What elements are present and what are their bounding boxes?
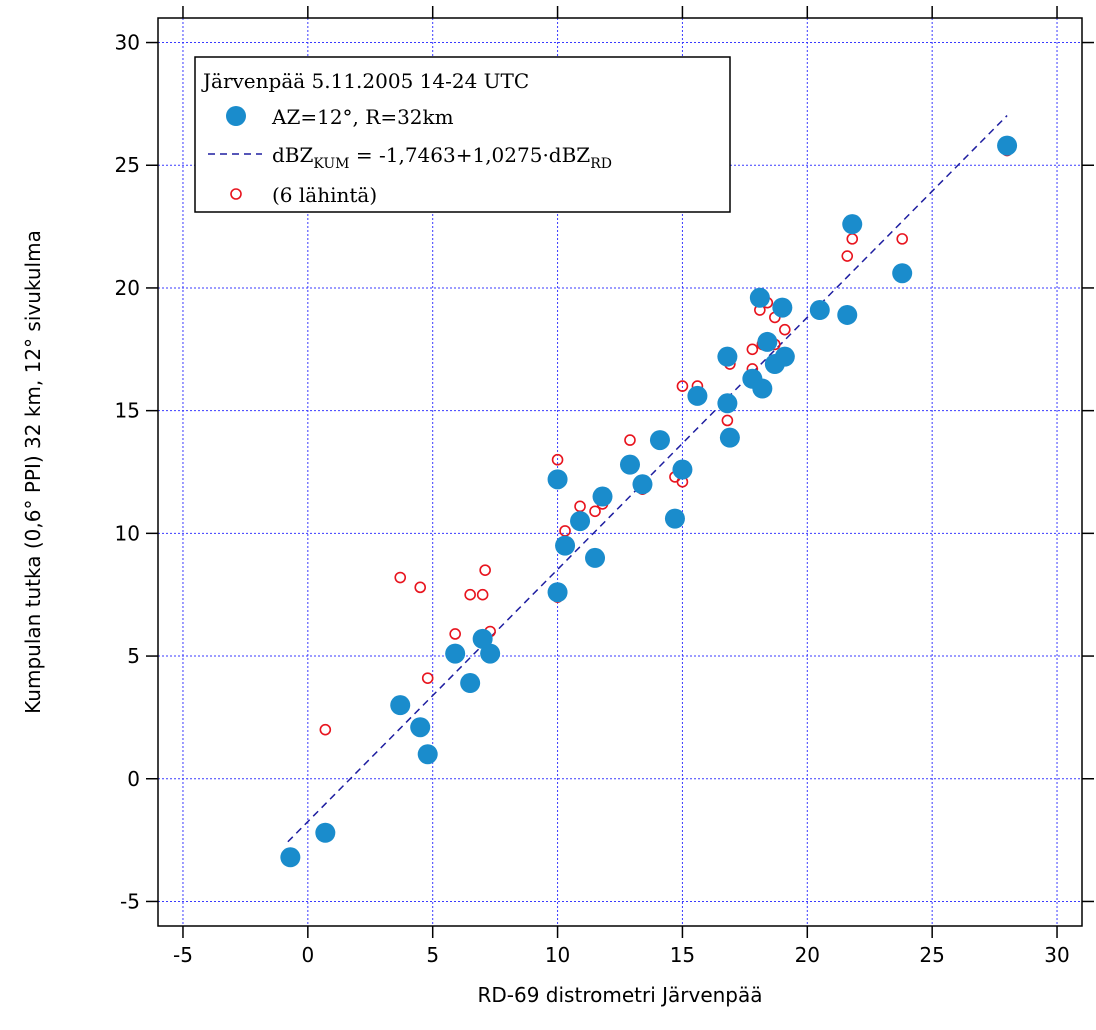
red-point [449, 628, 461, 640]
blue-point [774, 346, 795, 367]
blue-point [892, 263, 913, 284]
x-tick-label: -5 [173, 943, 193, 967]
plot-frame [157, 17, 1083, 927]
axis-ticks [146, 6, 1094, 938]
blue-point [619, 454, 640, 475]
legend-fit-middle: = -1,7463+1,0275·dBZ [350, 143, 591, 167]
red-point [414, 581, 427, 594]
legend-fit-prefix: dBZ [272, 143, 314, 167]
x-tick-label: 0 [301, 943, 314, 967]
blue-point [280, 847, 301, 868]
blue-point [717, 393, 738, 414]
blue-point [547, 469, 568, 490]
red-point [551, 453, 564, 466]
y-tick-label: 5 [127, 644, 140, 668]
blue-point [752, 378, 773, 399]
y-tick-label: 25 [115, 153, 140, 177]
x-tick-label: 10 [545, 943, 570, 967]
red-point [624, 434, 636, 446]
blue-point [719, 427, 740, 448]
blue-point [809, 300, 830, 321]
red-point [846, 233, 859, 245]
legend-red-label: (6 lähintä) [272, 183, 377, 207]
y-axis-label: Kumpulan tutka (0,6° PPI) 32 km, 12° siv… [21, 230, 45, 714]
blue-point [649, 430, 670, 451]
grid-lines [158, 18, 1082, 926]
blue-point [460, 673, 481, 694]
blue-point [585, 547, 606, 568]
blue-point [997, 135, 1018, 156]
fit-line [287, 115, 1008, 843]
x-tick-label: 30 [1044, 943, 1069, 967]
y-tick-label: 15 [115, 399, 140, 423]
blue-point [390, 695, 411, 716]
red-point [476, 588, 489, 601]
red-point [559, 525, 571, 537]
legend-box [194, 56, 731, 213]
legend-fit-label: dBZKUM = -1,7463+1,0275·dBZRD [272, 143, 612, 172]
blue-point [480, 643, 501, 664]
blue-point [417, 744, 438, 765]
blue-point [315, 822, 336, 843]
y-tick-label: 20 [115, 276, 140, 300]
red-point [779, 323, 791, 336]
blue-point [772, 297, 793, 318]
red-point [574, 500, 586, 513]
tick-labels: -5 0 5 10 15 20 25 30 -5 0 5 10 15 20 25 30 [115, 31, 1070, 967]
red-point [464, 588, 476, 601]
red-point [394, 571, 407, 584]
fit-line-group [287, 115, 1008, 843]
x-tick-label: 5 [426, 943, 439, 967]
blue-point [749, 287, 770, 308]
blue-point [632, 474, 653, 495]
y-tick-label: -5 [120, 889, 140, 913]
blue-point [757, 331, 778, 352]
blue-point [842, 214, 863, 235]
x-tick-label: 15 [670, 943, 695, 967]
legend-title: Järvenpää 5.11.2005 14-24 UTC [201, 69, 529, 93]
blue-point [445, 643, 466, 664]
y-tick-label: 0 [127, 767, 140, 791]
blue-point [672, 459, 693, 480]
x-axis-label: RD-69 distrometri Järvenpää [477, 983, 762, 1007]
red-point [746, 343, 759, 356]
blue-point [717, 346, 738, 367]
blue-point [410, 717, 431, 738]
red-point [421, 672, 434, 684]
blue-point [570, 511, 591, 532]
blue-point [837, 304, 858, 325]
legend-blue-marker [226, 106, 246, 126]
red-point [896, 233, 908, 245]
legend-fit-sub2: RD [590, 156, 612, 172]
red-point [676, 380, 689, 392]
red-point [841, 250, 854, 262]
red-point [721, 414, 734, 427]
blue-point [664, 508, 685, 529]
blue-point [472, 628, 493, 649]
legend-fit-sub1: KUM [313, 156, 349, 172]
blue-point [555, 535, 576, 556]
red-series-points [284, 144, 1013, 866]
y-tick-label: 10 [115, 521, 140, 545]
blue-point [547, 582, 568, 603]
legend-red-marker [230, 188, 242, 200]
blue-series-points [280, 135, 1018, 868]
blue-point [592, 486, 613, 507]
blue-point [687, 385, 708, 406]
red-point [589, 505, 601, 518]
red-point [479, 564, 491, 576]
y-tick-label: 30 [115, 31, 140, 55]
red-point [319, 723, 332, 736]
legend-blue-label: AZ=12°, R=32km [271, 105, 454, 129]
x-tick-label: 25 [919, 943, 944, 967]
x-tick-label: 20 [795, 943, 820, 967]
legend: Järvenpää 5.11.2005 14-24 UTC AZ=12°, R=… [194, 56, 731, 213]
